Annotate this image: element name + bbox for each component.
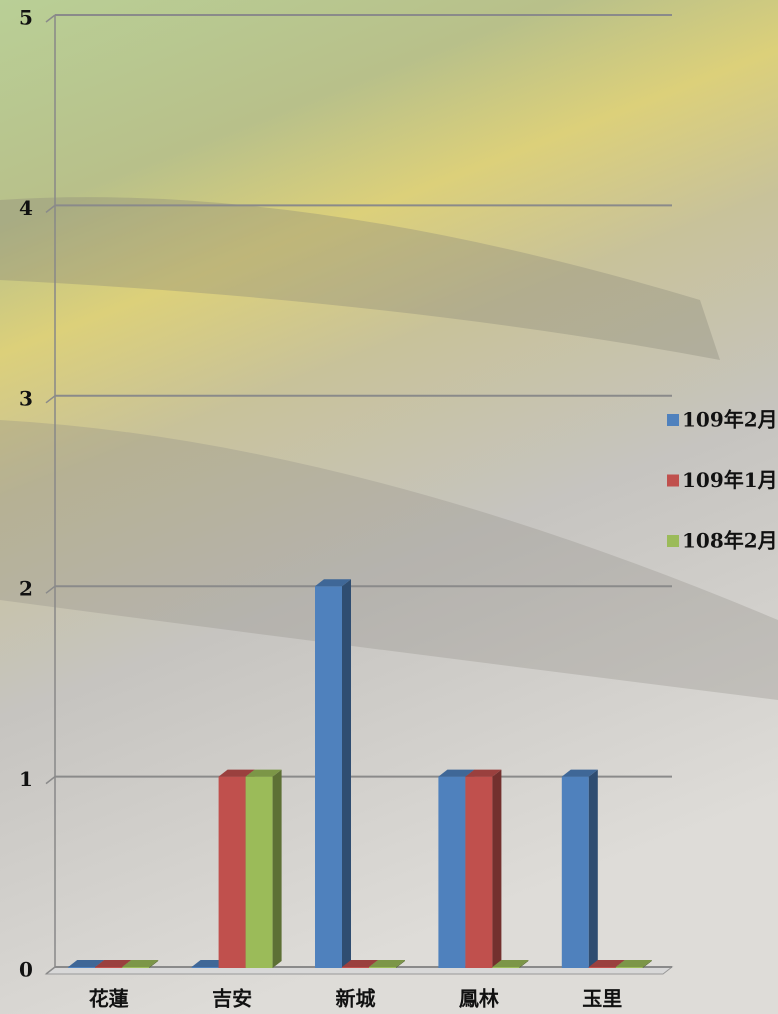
y-tick-label: 4 <box>19 196 33 220</box>
bar <box>465 769 502 968</box>
bar <box>492 960 529 968</box>
bar-top <box>492 960 529 967</box>
bar-top <box>68 960 105 967</box>
bar-top <box>615 960 652 967</box>
bar-front <box>492 967 520 968</box>
bar-front <box>615 967 643 968</box>
background-shade <box>0 197 720 360</box>
bar-front <box>218 776 246 968</box>
legend-label: 109年2月 <box>682 408 778 432</box>
bar-top <box>245 769 282 777</box>
bar-side <box>272 769 282 968</box>
y-tick-label: 0 <box>19 958 33 982</box>
bar-top <box>438 769 475 777</box>
bar-top <box>465 769 502 777</box>
bar-side <box>149 960 159 968</box>
y-tick-label: 5 <box>19 6 33 30</box>
bar-side <box>342 579 351 968</box>
legend-label: 108年2月 <box>682 529 778 553</box>
bar-front <box>315 586 342 968</box>
floor <box>44 966 674 975</box>
y-tick-label: 3 <box>19 386 33 410</box>
bar <box>615 960 652 968</box>
bar-front <box>369 967 396 968</box>
bar-top <box>588 960 625 967</box>
bar-top <box>315 579 351 587</box>
tick-mark <box>45 395 56 404</box>
bar-top <box>342 960 378 967</box>
bar-side <box>588 769 598 968</box>
bar <box>561 769 598 968</box>
tick-mark <box>45 776 56 785</box>
tick-mark <box>45 204 56 213</box>
x-tick-label: 玉里 <box>582 987 622 1011</box>
bar-side <box>519 960 529 968</box>
bar-front <box>122 967 150 968</box>
bar-front <box>95 967 123 968</box>
legend-label: 109年1月 <box>682 468 778 492</box>
bar-side <box>396 960 405 968</box>
x-tick-label: 新城 <box>336 987 376 1011</box>
bar-side <box>642 960 652 968</box>
bar <box>245 769 282 968</box>
x-tick-label: 吉安 <box>212 987 252 1011</box>
legend-swatch <box>667 474 679 487</box>
y-tick-label: 2 <box>19 577 33 601</box>
background-shade <box>0 420 778 700</box>
bar-front <box>68 967 96 968</box>
legend-swatch <box>667 535 679 547</box>
bar-top <box>95 960 132 967</box>
bar <box>315 579 351 968</box>
x-tick-label: 鳳林 <box>459 987 499 1011</box>
tick-mark <box>45 14 56 23</box>
bar-front <box>588 967 616 968</box>
bar-side <box>492 769 502 968</box>
tick-mark <box>45 585 56 594</box>
bar-front <box>245 776 273 968</box>
bar-front <box>191 967 219 968</box>
bar-top <box>561 769 598 777</box>
bar <box>122 960 159 968</box>
bar-front <box>438 776 466 968</box>
legend-swatch <box>667 414 679 426</box>
bar-front <box>342 967 369 968</box>
bar-top <box>369 960 405 967</box>
tick-mark <box>45 966 56 975</box>
bar <box>369 960 405 968</box>
y-tick-label: 1 <box>19 767 33 791</box>
bar-top <box>218 769 255 777</box>
bar-top <box>122 960 159 967</box>
x-tick-label: 花蓮 <box>89 987 129 1011</box>
bar-front <box>561 776 589 968</box>
bar-front <box>465 776 493 968</box>
